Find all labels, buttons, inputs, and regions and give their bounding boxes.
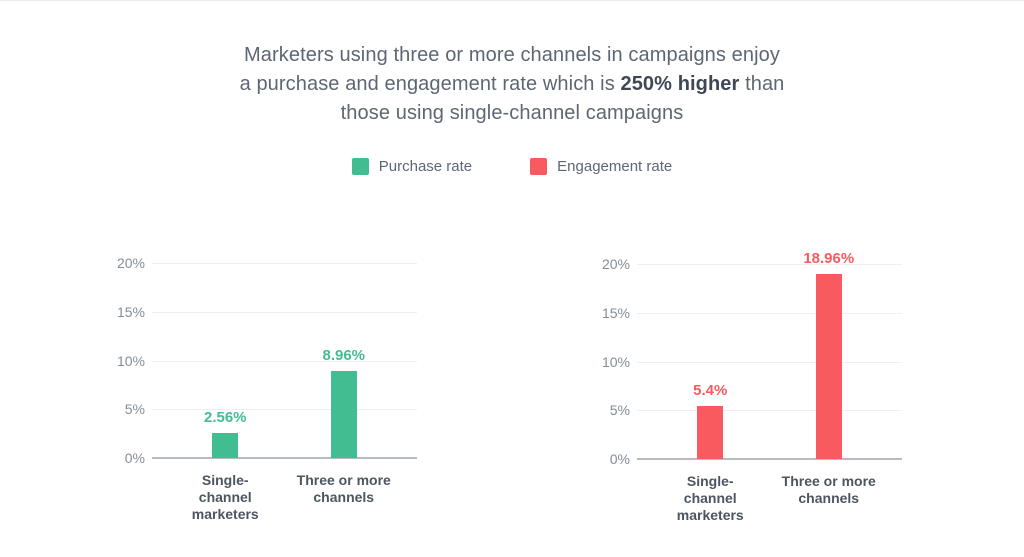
bar-value-label: 18.96% (803, 250, 855, 268)
y-tick-label-10: 10% (116, 352, 145, 369)
headline-line-2: a purchase and engagement rate which is … (0, 70, 1024, 99)
y-gridline-0 (152, 457, 417, 459)
y-gridline-10 (637, 361, 902, 363)
purchase-rate-chart: 0% 5% 10% 15% 20% 2.56% 8.96% Single-channel ma… (115, 255, 417, 523)
engagement-rate-swatch-icon (530, 158, 548, 175)
bar-three-or-more-channels (330, 370, 357, 458)
y-tick-label-20: 20% (116, 255, 145, 271)
y-tick-label-15: 15% (116, 303, 145, 320)
y-tick-label-10: 10% (601, 353, 630, 370)
x-axis-labels: Single-channel marketers Three or more ch… (651, 473, 888, 524)
x-axis-label-single-channel-marketers: Single-channel marketers (191, 472, 259, 522)
bar-column-three-or-more-channels: 8.96% (285, 263, 404, 458)
bar-column-single-channel-marketers: 2.56% (166, 263, 285, 458)
y-gridline-0 (637, 458, 902, 460)
bar-single-channel-marketers (697, 406, 724, 459)
headline: Marketers using three or more channels i… (0, 41, 1024, 128)
bar-value-label: 5.4% (693, 382, 728, 400)
bar-columns: 5.4% 18.96% (651, 250, 889, 459)
y-gridline-15 (637, 312, 902, 314)
bar-columns: 2.56% 8.96% (166, 263, 403, 458)
y-tick-label-0: 0% (609, 451, 630, 467)
y-tick-label-20: 20% (601, 256, 630, 272)
headline-line-3: those using single-channel campaigns (340, 102, 684, 124)
purchase-rate-swatch-icon (351, 158, 369, 175)
y-gridline-20 (637, 264, 902, 265)
legend-item-purchase-rate: Purchase rate (351, 158, 473, 175)
legend-item-engagement-rate: Engagement rate (530, 158, 672, 175)
bar-single-channel-marketers (212, 433, 239, 458)
y-tick-label-5: 5% (124, 401, 145, 418)
bar-column-three-or-more-channels: 18.96% (770, 250, 889, 459)
headline-line-2-pre: a purchase and engagement rate which is (239, 73, 621, 95)
y-gridline-5 (152, 409, 417, 411)
y-tick-label-15: 15% (601, 304, 630, 321)
y-gridline-10 (152, 360, 417, 362)
y-gridline-15 (152, 311, 417, 313)
engagement-rate-chart: 0% 5% 10% 15% 20% 5.4% 18.96% Single-channel ma… (600, 250, 902, 524)
y-tick-label-0: 0% (124, 450, 145, 466)
bar-value-label: 8.96% (322, 346, 366, 364)
bar-three-or-more-channels (815, 274, 842, 459)
x-axis-label-single-channel-marketers: Single-channel marketers (676, 473, 744, 523)
bar-value-label: 2.56% (203, 409, 247, 427)
legend-label-engagement-rate: Engagement rate (557, 158, 673, 175)
y-gridline-20 (152, 263, 417, 264)
headline-line-2-post: than (739, 73, 785, 95)
x-axis-label-three-or-more-channels: Three or more channels (296, 472, 391, 505)
x-axis-label-three-or-more-channels: Three or more channels (781, 473, 876, 506)
x-axis-labels: Single-channel marketers Three or more ch… (166, 472, 403, 523)
headline-highlight: 250% higher (620, 73, 740, 95)
bar-column-single-channel-marketers: 5.4% (651, 264, 770, 459)
y-tick-label-5: 5% (609, 402, 630, 419)
y-gridline-5 (637, 410, 902, 412)
chart-legend: Purchase rate Engagement rate (0, 158, 1024, 175)
headline-line-1: Marketers using three or more channels i… (244, 44, 780, 66)
legend-label-purchase-rate: Purchase rate (378, 158, 473, 175)
